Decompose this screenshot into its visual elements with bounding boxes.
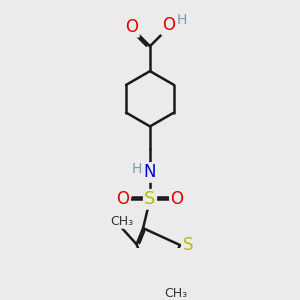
Text: N: N	[144, 164, 156, 181]
Text: CH₃: CH₃	[110, 215, 134, 228]
Text: S: S	[144, 190, 156, 208]
Text: O: O	[170, 190, 183, 208]
Text: CH₃: CH₃	[164, 287, 187, 300]
Text: O: O	[125, 18, 139, 36]
Text: H: H	[131, 162, 142, 176]
Text: S: S	[183, 236, 194, 254]
Text: O: O	[117, 190, 130, 208]
Text: H: H	[177, 13, 188, 27]
Text: O: O	[162, 16, 175, 34]
